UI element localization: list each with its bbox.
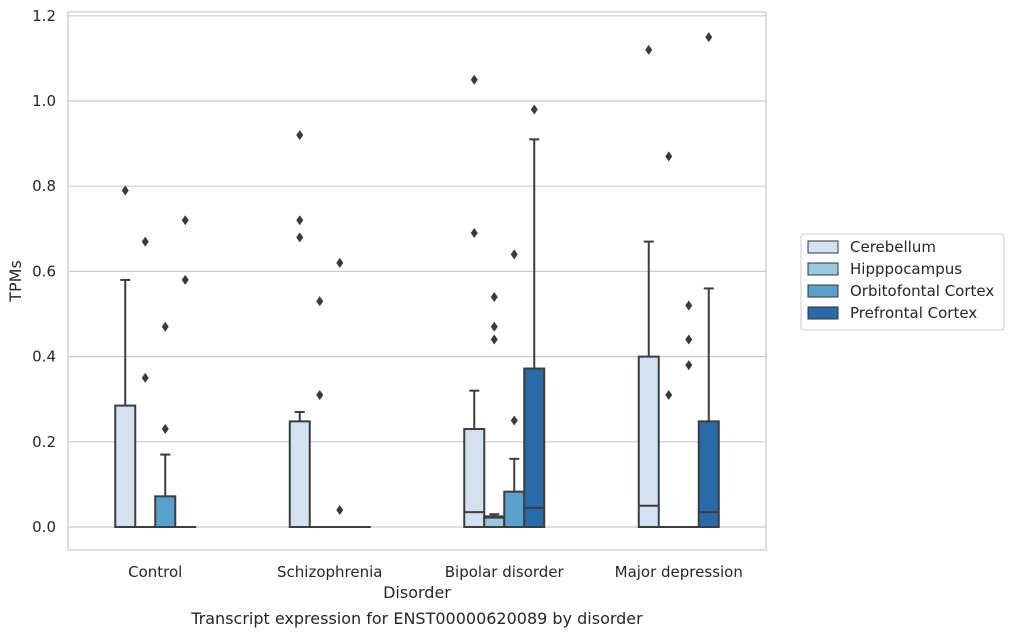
outlier-point (181, 215, 189, 226)
legend-items: Cerebellum Hipppocampus Orbitofontal Corte… (807, 238, 994, 322)
box-rect (288, 420, 311, 528)
box-rect (637, 355, 660, 528)
legend-swatch (807, 284, 839, 298)
outlier-point (510, 415, 518, 426)
y-tick-label: 1.0 (32, 92, 56, 110)
outlier-point (161, 321, 169, 332)
outlier-point (336, 504, 344, 515)
y-axis-title: TPMs (6, 260, 25, 303)
x-tick-label: Control (128, 563, 182, 581)
outlier-point (490, 321, 498, 332)
legend-swatch (807, 262, 839, 276)
x-tick-label: Major depression (615, 563, 743, 581)
y-tick-labels: 0.0 0.2 0.4 0.6 0.8 1.0 1.2 (32, 7, 56, 536)
box-orbitofontal-cortex (154, 321, 177, 529)
legend-label: Hipppocampus (850, 260, 962, 278)
box-orbitofontal-cortex (328, 257, 351, 529)
outlier-point (181, 274, 189, 285)
legend-label: Orbitofontal Cortex (850, 282, 994, 300)
y-tick-label: 0.2 (32, 433, 56, 451)
box-series (114, 32, 720, 529)
outlier-point (665, 151, 673, 162)
y-tick-label: 1.2 (32, 7, 56, 25)
outlier-point (490, 291, 498, 302)
outlier-point (161, 424, 169, 435)
y-tick-label: 0.8 (32, 177, 56, 195)
box-hipppocampus (657, 151, 680, 529)
legend-label: Cerebellum (850, 238, 936, 256)
outlier-point (645, 44, 653, 55)
legend-swatch (807, 306, 839, 320)
legend-label: Prefrontal Cortex (850, 304, 977, 322)
outlier-point (141, 372, 149, 383)
gridlines (68, 15, 766, 528)
outlier-point (141, 236, 149, 247)
y-tick-label: 0.6 (32, 262, 56, 280)
legend-frame (800, 233, 1005, 331)
chart-caption: Transcript expression for ENST0000062008… (190, 609, 643, 628)
box-prefrontal-cortex (523, 104, 546, 529)
outlier-point (296, 232, 304, 243)
plot-background (67, 11, 767, 551)
x-tick-labels: Control Schizophrenia Bipolar disorder Majo… (128, 563, 743, 581)
box-rect (697, 420, 720, 528)
box-rect (154, 495, 177, 529)
x-axis-title: Disorder (383, 583, 451, 602)
outlier-point (316, 296, 324, 307)
box-cerebellum (463, 74, 486, 528)
outlier-point (316, 389, 324, 400)
outlier-point (490, 334, 498, 345)
outlier-point (665, 389, 673, 400)
outlier-point (470, 228, 478, 239)
outlier-point (470, 74, 478, 85)
box-cerebellum (637, 44, 660, 528)
box-rect (463, 428, 486, 528)
outlier-point (336, 257, 344, 268)
outlier-point (530, 104, 538, 115)
outlier-point (296, 130, 304, 141)
outlier-point (296, 215, 304, 226)
legend-swatch (807, 240, 839, 254)
outlier-point (685, 360, 693, 371)
y-tick-label: 0.0 (32, 518, 56, 536)
x-tick-label: Schizophrenia (277, 563, 382, 581)
box-rect (114, 404, 137, 528)
box-prefrontal-cortex (174, 215, 197, 529)
box-hipppocampus (134, 236, 157, 529)
box-cerebellum (288, 130, 311, 528)
outlier-point (685, 334, 693, 345)
box-orbitofontal-cortex (677, 300, 700, 529)
outlier-point (121, 185, 129, 196)
box-rect (523, 367, 546, 529)
box-cerebellum (114, 185, 137, 528)
outlier-point (685, 300, 693, 311)
x-tick-label: Bipolar disorder (445, 563, 565, 581)
outlier-point (510, 249, 518, 260)
box-orbitofontal-cortex (503, 249, 526, 528)
outlier-point (705, 32, 713, 43)
box-rect (503, 490, 526, 528)
legend: Cerebellum Hipppocampus Orbitofontal Corte… (800, 233, 1005, 331)
box-prefrontal-cortex (697, 32, 720, 528)
y-tick-label: 0.4 (32, 348, 56, 366)
